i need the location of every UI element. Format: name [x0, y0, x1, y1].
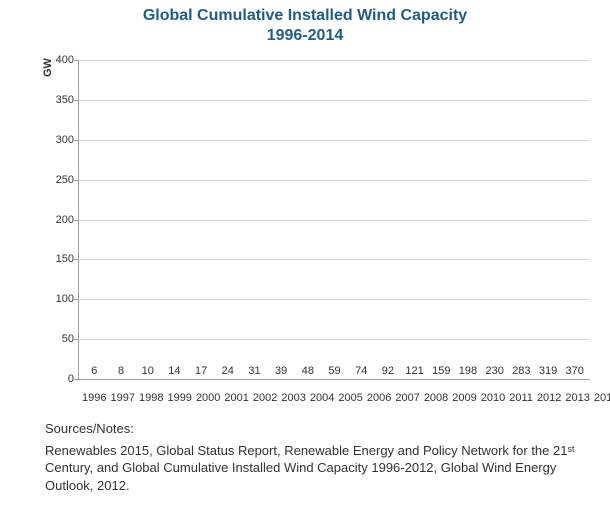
sources-heading: Sources/Notes: — [45, 420, 590, 438]
bar-value-label: 10 — [142, 365, 154, 377]
bar-value-label: 48 — [302, 365, 314, 377]
y-tick-label: 400 — [44, 54, 74, 66]
x-tick-label: 2009 — [452, 392, 476, 404]
bar-value-label: 14 — [168, 365, 180, 377]
bar-slot: 31 — [243, 365, 266, 379]
bar-slot: 48 — [297, 365, 320, 379]
x-tick-label: 2008 — [424, 392, 448, 404]
bar-value-label: 159 — [432, 365, 450, 377]
plot-area: 6 8 10 14 17 24 31 39 48 59 74 92 121 159 198 230 283 319… — [78, 60, 590, 380]
x-axis-labels: 1996 1997 1998 1999 2000 2001 2002 2003 2004 2005… — [78, 392, 590, 404]
grid-line — [79, 339, 590, 340]
bar-value-label: 17 — [195, 365, 207, 377]
bar-value-label: 319 — [539, 365, 557, 377]
x-tick-label: 2004 — [310, 392, 334, 404]
x-tick-label: 1996 — [82, 392, 106, 404]
bar-slot: 10 — [136, 365, 159, 379]
x-tick-label: 2005 — [338, 392, 362, 404]
x-tick-label: 2006 — [367, 392, 391, 404]
bar-slot: 92 — [377, 365, 400, 379]
chart-title-line1: Global Cumulative Installed Wind Capacit… — [0, 6, 610, 26]
bar-value-label: 283 — [512, 365, 530, 377]
chart-title-line2: 1996-2014 — [0, 26, 610, 46]
bar-slot: 74 — [350, 365, 373, 379]
bar-value-label: 24 — [222, 365, 234, 377]
bar-slot: 17 — [190, 365, 213, 379]
bar-value-label: 6 — [91, 365, 97, 377]
x-tick-label: 1998 — [139, 392, 163, 404]
y-tick-mark — [74, 379, 79, 380]
bar-slot: 24 — [216, 365, 239, 379]
x-tick-label: 2012 — [537, 392, 561, 404]
y-tick-label: 350 — [44, 94, 74, 106]
x-tick-label: 1997 — [110, 392, 134, 404]
bar-slot: 230 — [483, 365, 506, 379]
x-tick-label: 1999 — [167, 392, 191, 404]
y-tick-label: 150 — [44, 253, 74, 265]
x-tick-label: 2000 — [196, 392, 220, 404]
page: Global Cumulative Installed Wind Capacit… — [0, 0, 610, 508]
y-tick-label: 0 — [44, 373, 74, 385]
bar-slot: 14 — [163, 365, 186, 379]
bar-value-label: 31 — [248, 365, 260, 377]
grid-line — [79, 180, 590, 181]
x-tick-label: 2007 — [395, 392, 419, 404]
bar-value-label: 198 — [459, 365, 477, 377]
chart: GW 6810141724313948597492121159198230283… — [30, 55, 600, 410]
grid-line — [79, 100, 590, 101]
bar-slot: 370 — [563, 365, 586, 379]
bar-value-label: 370 — [566, 365, 584, 377]
bar-value-label: 59 — [328, 365, 340, 377]
x-tick-label: 2011 — [509, 392, 533, 404]
y-tick-mark — [74, 220, 79, 221]
chart-title-block: Global Cumulative Installed Wind Capacit… — [0, 0, 610, 46]
bar-value-label: 92 — [382, 365, 394, 377]
y-tick-mark — [74, 60, 79, 61]
y-tick-label: 300 — [44, 134, 74, 146]
bar-slot: 59 — [323, 365, 346, 379]
x-tick-label: 2014 — [594, 392, 610, 404]
y-tick-label: 200 — [44, 214, 74, 226]
bar-value-label: 74 — [355, 365, 367, 377]
grid-line — [79, 220, 590, 221]
y-tick-label: 50 — [44, 333, 74, 345]
y-tick-mark — [74, 299, 79, 300]
bar-slot: 39 — [270, 365, 293, 379]
y-tick-mark — [74, 180, 79, 181]
bar-slot: 198 — [457, 365, 480, 379]
grid-line — [79, 259, 590, 260]
y-tick-label: 100 — [44, 293, 74, 305]
bar-value-label: 39 — [275, 365, 287, 377]
grid-line — [79, 60, 590, 61]
sources-text: Renewables 2015, Global Status Report, R… — [45, 442, 590, 495]
x-tick-label: 2003 — [281, 392, 305, 404]
y-tick-mark — [74, 140, 79, 141]
y-tick-mark — [74, 100, 79, 101]
grid-line — [79, 299, 590, 300]
y-tick-mark — [74, 259, 79, 260]
bar-slot: 283 — [510, 365, 533, 379]
bar-slot: 6 — [83, 365, 106, 379]
bar-slot: 8 — [110, 365, 133, 379]
x-tick-label: 2001 — [224, 392, 248, 404]
sources-block: Sources/Notes: Renewables 2015, Global S… — [45, 420, 590, 494]
y-tick-mark — [74, 339, 79, 340]
bar-slot: 121 — [403, 365, 426, 379]
grid-line — [79, 140, 590, 141]
x-tick-label: 2002 — [253, 392, 277, 404]
bar-value-label: 8 — [118, 365, 124, 377]
x-tick-label: 2010 — [481, 392, 505, 404]
bar-value-label: 230 — [485, 365, 503, 377]
bar-value-label: 121 — [405, 365, 423, 377]
y-tick-label: 250 — [44, 174, 74, 186]
x-tick-label: 2013 — [565, 392, 589, 404]
bar-slot: 319 — [537, 365, 560, 379]
bar-slot: 159 — [430, 365, 453, 379]
